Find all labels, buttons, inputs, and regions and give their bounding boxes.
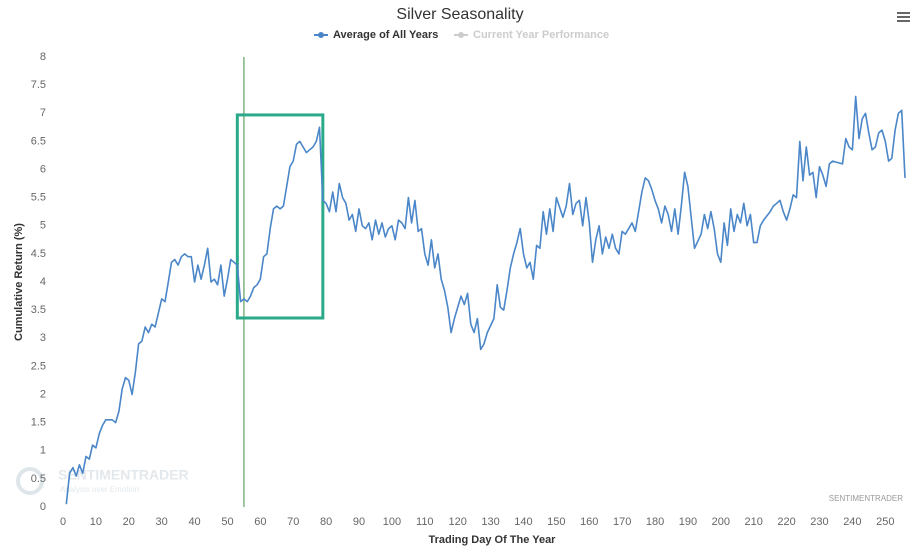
logo-icon	[16, 467, 44, 495]
x-axis-title: Trading Day Of The Year	[429, 534, 557, 546]
x-tick-label: 90	[353, 516, 365, 528]
menu-bar	[897, 12, 910, 14]
x-tick-label: 50	[221, 516, 233, 528]
x-tick-label: 80	[320, 516, 332, 528]
y-tick-label: 7.5	[31, 79, 46, 91]
legend-label: Current Year Performance	[473, 29, 609, 41]
chart-title: Silver Seasonality	[396, 6, 523, 23]
x-tick-label: 10	[90, 516, 102, 528]
y-tick-label: 1.5	[31, 417, 46, 429]
x-tick-label: 130	[481, 516, 499, 528]
series-line	[65, 95, 906, 505]
menu-icon[interactable]	[897, 12, 910, 22]
y-tick-label: 4	[40, 276, 46, 288]
y-tick-label: 5	[40, 220, 46, 232]
x-tick-label: 0	[60, 516, 66, 528]
y-tick-label: 3.5	[31, 304, 46, 316]
y-tick-label: 5.5	[31, 192, 46, 204]
x-tick-label: 70	[287, 516, 299, 528]
x-tick-label: 250	[876, 516, 894, 528]
legend-marker	[458, 32, 464, 38]
highlight-box	[235, 113, 325, 320]
y-tick-label: 6.5	[31, 135, 46, 147]
y-tick-label: 2	[40, 388, 46, 400]
menu-bar	[897, 16, 910, 18]
logo-text: SENTIMENTRADER	[58, 467, 189, 483]
x-tick-label: 200	[712, 516, 730, 528]
menu-bar	[897, 20, 910, 22]
logo-tagline: Analysis over Emotion	[60, 485, 139, 494]
y-tick-label: 0	[40, 501, 46, 513]
x-tick-label: 40	[188, 516, 200, 528]
x-tick-label: 220	[777, 516, 795, 528]
legend-marker	[318, 32, 324, 38]
x-tick-label: 60	[254, 516, 266, 528]
x-tick-label: 190	[679, 516, 697, 528]
x-tick-label: 240	[843, 516, 861, 528]
y-tick-label: 2.5	[31, 360, 46, 372]
x-tick-label: 100	[383, 516, 401, 528]
x-tick-label: 140	[514, 516, 532, 528]
y-tick-label: 6	[40, 163, 46, 175]
y-tick-label: 3	[40, 332, 46, 344]
legend-label: Average of All Years	[333, 29, 438, 41]
watermark: SENTIMENTRADER	[829, 494, 903, 503]
y-tick-label: 1	[40, 445, 46, 457]
x-tick-label: 120	[449, 516, 467, 528]
x-tick-label: 170	[613, 516, 631, 528]
y-tick-label: 4.5	[31, 248, 46, 260]
x-tick-label: 110	[416, 516, 434, 528]
y-axis-title: Cumulative Return (%)	[13, 223, 25, 341]
x-tick-label: 150	[547, 516, 565, 528]
x-tick-label: 230	[810, 516, 828, 528]
y-tick-label: 7	[40, 107, 46, 119]
y-tick-label: 8	[40, 51, 46, 63]
y-tick-label: 0.5	[31, 473, 46, 485]
x-tick-label: 20	[123, 516, 135, 528]
x-tick-label: 180	[646, 516, 664, 528]
x-tick-label: 210	[745, 516, 763, 528]
x-tick-label: 30	[156, 516, 168, 528]
x-tick-label: 160	[580, 516, 598, 528]
